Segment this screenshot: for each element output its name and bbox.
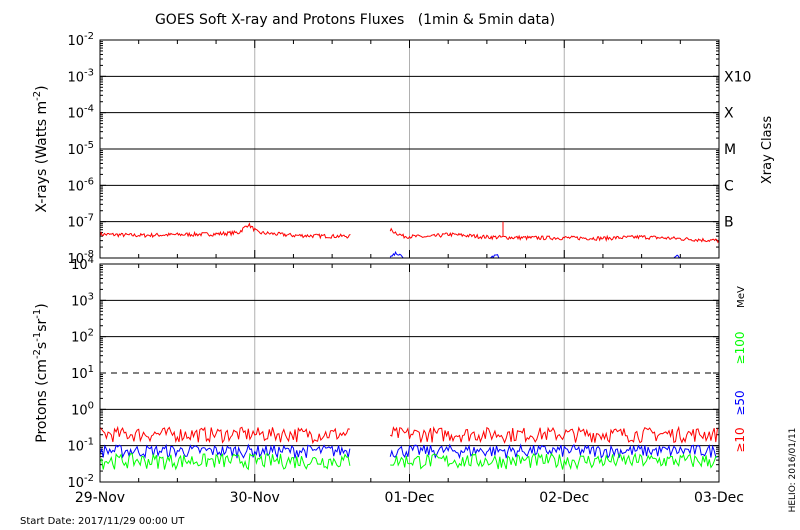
xray-short-series <box>489 254 500 259</box>
xray-short-series <box>389 250 404 259</box>
y-tick-label: 100 <box>71 400 94 418</box>
proton-p10-series <box>99 425 718 445</box>
proton-p100-series <box>99 452 718 471</box>
chart-title: GOES Soft X-ray and Protons Fluxes (1min… <box>155 12 555 28</box>
proton-frame <box>99 263 720 483</box>
start-date-label: Start Date: 2017/11/29 00:00 UT <box>20 516 185 527</box>
xray-class-label: C <box>724 178 734 194</box>
legend-entry: ≥50 <box>733 390 747 415</box>
xray-class-label: B <box>724 215 734 231</box>
y-tick-label: 10-8 <box>67 249 94 267</box>
xray-right-axis-title: Xray Class <box>760 116 775 184</box>
y-tick-label: 10-1 <box>67 437 94 455</box>
xray-class-label: X10 <box>724 69 751 85</box>
y-tick-label: 104 <box>71 255 94 273</box>
xray-long-series <box>99 222 720 244</box>
xray-frame <box>99 39 720 259</box>
y-tick-label: 10-6 <box>67 176 94 194</box>
y-tick-label: 10-4 <box>67 104 94 122</box>
y-tick-label: 10-5 <box>67 140 94 158</box>
x-tick-label: 03-Dec <box>694 490 744 506</box>
x-tick-label: 02-Dec <box>539 490 589 506</box>
x-tick-label: 01-Dec <box>385 490 435 506</box>
y-tick-label: 101 <box>71 364 94 382</box>
proton-p50-series <box>99 443 718 460</box>
proton-panel: 10-2 10-1 100 101 102 103 104 29-Nov 30-Nov 01-De… <box>32 255 747 506</box>
units-label: MeV <box>736 286 747 308</box>
y-axis-label: Protons (cm-2s-1sr-1) <box>32 303 50 442</box>
y-tick-label: 10-2 <box>67 31 94 49</box>
y-tick-label: 102 <box>71 328 94 346</box>
legend-entry: ≥100 <box>733 332 747 365</box>
xray-panel: 10-8 10-7 10-6 10-5 10-4 10-3 10-2 X-rays (Watt… <box>32 31 751 267</box>
y-tick-label: 10-7 <box>67 213 94 231</box>
x-tick-label: 29-Nov <box>75 490 125 506</box>
credit-label: HELIO: 2016/01/11 <box>788 428 798 513</box>
xray-class-label: X <box>724 106 734 122</box>
y-tick-label: 10-3 <box>67 67 94 85</box>
xray-class-label: M <box>724 142 736 158</box>
y-tick-label: 10-2 <box>67 473 94 491</box>
y-tick-label: 103 <box>71 291 94 309</box>
x-tick-label: 30-Nov <box>230 490 280 506</box>
y-axis-label: X-rays (Watts m-2) <box>32 85 50 212</box>
legend-entry: ≥10 <box>733 427 747 452</box>
